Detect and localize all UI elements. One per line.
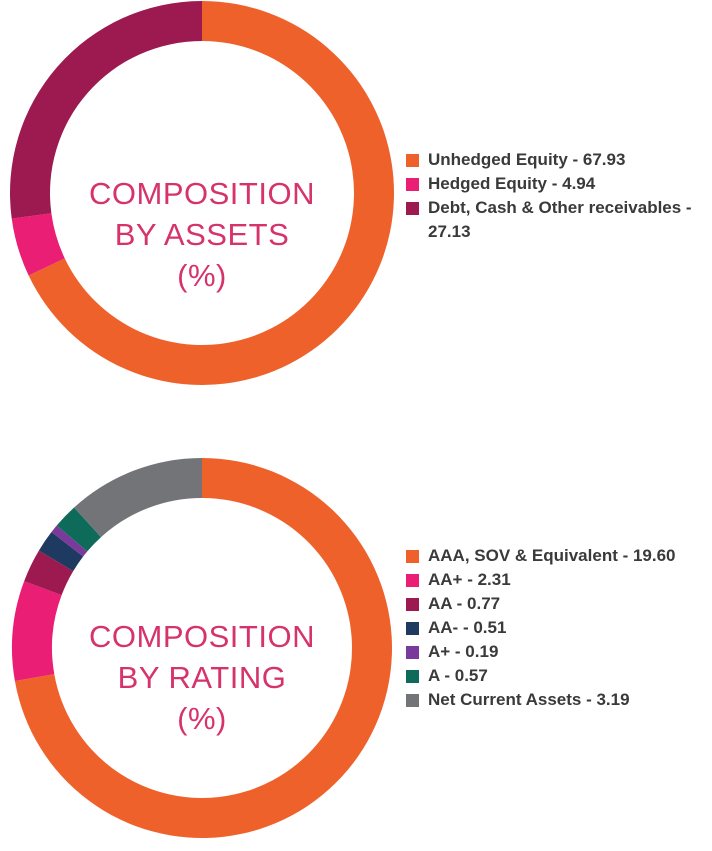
legend-swatch xyxy=(406,670,419,683)
legend-label: Net Current Assets - 3.19 xyxy=(428,690,630,709)
legend-label: Unhedged Equity - 67.93 xyxy=(428,150,626,169)
legend-label: AA+ - 2.31 xyxy=(428,570,511,589)
legend-item-assets-2: Debt, Cash & Other receivables - 27.13 xyxy=(406,196,706,244)
center-title-line: (%) xyxy=(177,258,227,293)
slice-rating-3 xyxy=(38,532,84,572)
legend-assets: Unhedged Equity - 67.93 Hedged Equity - 4… xyxy=(406,148,706,244)
slice-assets-2 xyxy=(9,1,203,219)
legend-label: A+ - 0.19 xyxy=(428,642,499,661)
legend-item-assets-1: Hedged Equity - 4.94 xyxy=(406,172,706,196)
slice-rating-1 xyxy=(11,581,62,682)
center-title-line: BY ASSETS xyxy=(114,217,290,252)
center-title-line: COMPOSITION xyxy=(89,176,315,211)
donut-chart-rating xyxy=(11,458,392,838)
center-title-line: (%) xyxy=(177,701,227,736)
legend-swatch xyxy=(406,178,419,191)
legend-swatch xyxy=(406,694,419,707)
legend-label: Hedged Equity - 4.94 xyxy=(428,174,596,193)
slice-assets-1 xyxy=(11,213,65,276)
legend-swatch xyxy=(406,646,419,659)
center-title-line: BY RATING xyxy=(117,660,287,695)
legend-label: AAA, SOV & Equivalent - 19.60 xyxy=(428,546,676,565)
legend-swatch xyxy=(406,154,419,167)
center-title-rating: COMPOSITION BY RATING (%) xyxy=(62,616,342,739)
legend-item-rating-0: AAA, SOV & Equivalent - 19.60 xyxy=(406,544,706,568)
legend-swatch xyxy=(406,550,419,563)
slice-rating-2 xyxy=(24,550,74,596)
legend-rating: AAA, SOV & Equivalent - 19.60 AA+ - 2.31 A… xyxy=(406,544,706,712)
legend-item-rating-4: A+ - 0.19 xyxy=(406,640,706,664)
legend-swatch xyxy=(406,598,419,611)
slice-rating-4 xyxy=(51,525,88,557)
legend-item-rating-6: Net Current Assets - 3.19 xyxy=(406,688,706,712)
center-title-assets: COMPOSITION BY ASSETS (%) xyxy=(62,173,342,296)
legend-swatch xyxy=(406,202,419,215)
legend-label: A - 0.57 xyxy=(428,666,488,685)
donut-chart-assets xyxy=(9,1,395,385)
legend-swatch xyxy=(406,574,419,587)
legend-item-rating-3: AA- - 0.51 xyxy=(406,616,706,640)
legend-item-assets-0: Unhedged Equity - 67.93 xyxy=(406,148,706,172)
legend-item-rating-5: A - 0.57 xyxy=(406,664,706,688)
legend-swatch xyxy=(406,622,419,635)
center-title-line: COMPOSITION xyxy=(89,619,315,654)
legend-label: Debt, Cash & Other receivables - 27.13 xyxy=(428,198,692,241)
legend-label: AA- - 0.51 xyxy=(428,618,507,637)
legend-item-rating-1: AA+ - 2.31 xyxy=(406,568,706,592)
chart-composition-by-assets: COMPOSITION BY ASSETS (%) Unhedged Equit… xyxy=(0,0,712,400)
legend-item-rating-2: AA - 0.77 xyxy=(406,592,706,616)
legend-label: AA - 0.77 xyxy=(428,594,501,613)
slice-rating-5 xyxy=(56,507,102,552)
chart-composition-by-rating: COMPOSITION BY RATING (%) AAA, SOV & Equ… xyxy=(0,450,712,851)
slice-rating-6 xyxy=(74,458,202,538)
